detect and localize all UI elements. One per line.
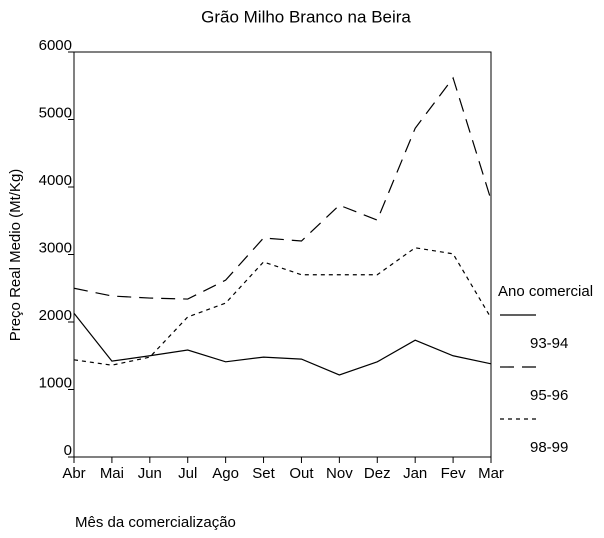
y-tick-label: 3000 [39, 239, 72, 256]
x-tick-label: Jan [403, 465, 427, 482]
legend-label: 93-94 [530, 335, 568, 352]
x-tick-label: Set [252, 465, 275, 482]
line-series [73, 76, 492, 300]
x-tick-label: Abr [62, 465, 85, 482]
y-tick-label: 4000 [39, 172, 72, 189]
x-tick-label: Mai [100, 465, 124, 482]
x-tick-label: Jun [138, 465, 162, 482]
legend-label: 98-99 [530, 439, 568, 456]
x-axis-label: Mês da comercialização [75, 514, 236, 531]
x-tick-label: Out [289, 465, 314, 482]
y-tick-label: 6000 [39, 37, 72, 54]
x-tick-label: Dez [364, 465, 391, 482]
legend-title: Ano comercial [498, 283, 593, 300]
x-tick-label: Ago [212, 465, 239, 482]
x-tick-label: Jul [178, 465, 197, 482]
y-tick-label: 2000 [39, 307, 72, 324]
line-series [73, 312, 492, 376]
plot-frame [73, 51, 492, 458]
chart-title: Grão Milho Branco na Beira [201, 7, 411, 26]
x-tick-label: Fev [441, 465, 467, 482]
legend-label: 95-96 [530, 387, 568, 404]
y-tick-label: 5000 [39, 104, 72, 121]
x-tick-label: Nov [326, 465, 353, 482]
y-tick-label: 1000 [39, 374, 72, 391]
line-series [73, 247, 492, 366]
y-axis-label: Preço Real Medio (Mt/Kg) [7, 169, 24, 342]
y-tick-label: 0 [64, 442, 72, 459]
x-tick-label: Mar [478, 465, 504, 482]
